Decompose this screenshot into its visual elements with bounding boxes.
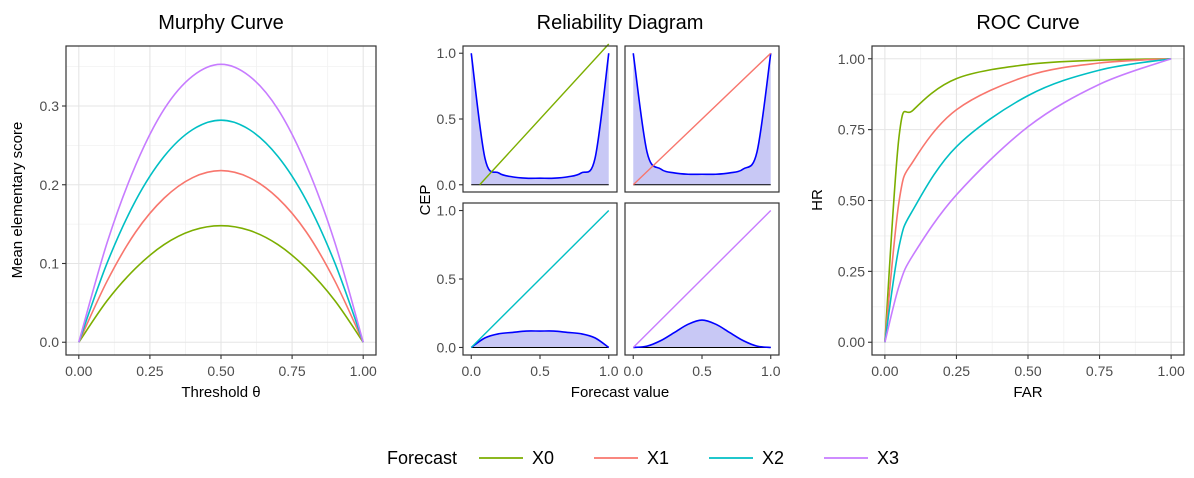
roc-xtick-label: 0.00 — [871, 363, 898, 379]
reliability-density-area — [471, 53, 609, 185]
reliability-line-x3 — [632, 210, 772, 348]
murphy-ylabel: Mean elementary score — [9, 122, 26, 279]
roc-title: ROC Curve — [976, 12, 1079, 34]
reliability-line-x0 — [479, 43, 610, 186]
murphy-line-x3 — [78, 63, 364, 343]
murphy-line-x1 — [78, 169, 364, 343]
roc-line-x2 — [884, 57, 1172, 343]
roc-line-x0 — [884, 57, 1172, 343]
legend-item-x0: X0 — [479, 448, 554, 468]
reliability-panel-x1 — [624, 45, 780, 193]
murphy-ytick-label: 0.2 — [40, 177, 60, 193]
murphy-xtick-label: 0.75 — [278, 363, 305, 379]
murphy-line-x2 — [78, 119, 364, 343]
murphy-xtick-label: 0.25 — [136, 363, 163, 379]
reliability-line-x1 — [632, 52, 772, 186]
reliability-panel-x0 — [462, 43, 618, 193]
legend-label-x2: X2 — [762, 448, 784, 468]
legend: Forecast X0 X1 X2 X3 — [387, 448, 899, 468]
legend-title: Forecast — [387, 448, 457, 468]
reliability-ytick-label: 1.0 — [437, 45, 457, 61]
murphy-xtick-label: 1.00 — [350, 363, 377, 379]
roc-line-x3 — [884, 58, 1172, 343]
murphy-xtick-label: 0.00 — [65, 363, 92, 379]
reliability-panel-border — [624, 45, 780, 193]
legend-items: X0 X1 X2 X3 — [479, 448, 899, 468]
reliability-chart: Reliability Diagram 0.00.51.00.00.51.00.… — [417, 12, 781, 401]
legend-item-x2: X2 — [709, 448, 784, 468]
murphy-ytick-label: 0.3 — [40, 98, 60, 114]
reliability-xtick-label: 0.5 — [530, 363, 550, 379]
murphy-title: Murphy Curve — [158, 12, 284, 34]
reliability-ylabel: CEP — [417, 185, 434, 216]
roc-xtick-label: 1.00 — [1157, 363, 1184, 379]
reliability-density-line — [632, 53, 772, 176]
roc-ytick-label: 0.75 — [838, 122, 865, 138]
reliability-xtick-label: 1.0 — [599, 363, 619, 379]
roc-ytick-label: 1.00 — [838, 51, 865, 67]
reliability-density-line — [470, 330, 610, 349]
reliability-xtick-label: 0.5 — [692, 363, 712, 379]
reliability-xtick-label: 0.0 — [624, 363, 644, 379]
roc-ytick-label: 0.50 — [838, 193, 865, 209]
reliability-ytick-label: 0.0 — [437, 339, 457, 355]
reliability-panel-x3 — [624, 202, 780, 356]
murphy-lines — [78, 63, 364, 343]
murphy-xtick-label: 0.50 — [207, 363, 234, 379]
murphy-line-x0 — [78, 224, 364, 343]
reliability-density-line — [633, 319, 771, 349]
roc-xlabel: FAR — [1013, 384, 1042, 401]
roc-line-x1 — [884, 57, 1172, 343]
reliability-ytick-label: 0.0 — [437, 177, 457, 193]
reliability-panel-x2 — [462, 202, 618, 356]
murphy-grid — [66, 46, 376, 355]
roc-xtick-label: 0.25 — [943, 363, 970, 379]
reliability-ytick-label: 1.0 — [437, 203, 457, 219]
legend-label-x0: X0 — [532, 448, 554, 468]
roc-lines — [884, 57, 1172, 343]
murphy-chart: Murphy Curve 0.00 0.25 0.50 0.75 1.000.00.10… — [9, 12, 377, 401]
murphy-ticks: 0.00 0.25 0.50 0.75 1.00 0.0 0.1 0.2 0.3 — [40, 98, 378, 379]
roc-ytick-label: 0.25 — [838, 263, 865, 279]
legend-item-x1: X1 — [594, 448, 669, 468]
murphy-xlabel: Threshold θ — [181, 384, 260, 401]
reliability-line-x2 — [470, 210, 610, 348]
legend-label-x3: X3 — [877, 448, 899, 468]
reliability-density-area — [633, 320, 771, 348]
murphy-ytick-label: 0.1 — [40, 255, 60, 271]
legend-label-x1: X1 — [647, 448, 669, 468]
reliability-ytick-label: 0.5 — [437, 111, 457, 127]
reliability-xlabel: Forecast value — [571, 384, 669, 401]
reliability-ticks: 0.0 0.5 1.0 0.0 0.5 1.0 0.0 0.5 1.0 0.0 0.5 1.0 — [437, 45, 781, 379]
reliability-ytick-label: 0.5 — [437, 271, 457, 287]
reliability-panels — [462, 43, 780, 356]
murphy-ytick-label: 0.0 — [40, 334, 60, 350]
roc-grid — [872, 46, 1184, 355]
reliability-xtick-label: 1.0 — [761, 363, 781, 379]
roc-xtick-label: 0.75 — [1086, 363, 1113, 379]
roc-ytick-label: 0.00 — [838, 334, 865, 350]
roc-chart: ROC Curve 0.00 0.25 0.50 0.75 1.000.000.250.… — [809, 12, 1185, 401]
legend-item-x3: X3 — [824, 448, 899, 468]
reliability-xtick-label: 0.0 — [462, 363, 482, 379]
roc-xtick-label: 0.50 — [1014, 363, 1041, 379]
reliability-density-area — [471, 330, 609, 348]
reliability-title: Reliability Diagram — [537, 12, 704, 34]
roc-ticks: 0.00 0.25 0.50 0.75 1.00 0.00 0.25 0.50 0.75 1.00 — [838, 51, 1185, 379]
roc-ylabel: HR — [809, 189, 826, 211]
